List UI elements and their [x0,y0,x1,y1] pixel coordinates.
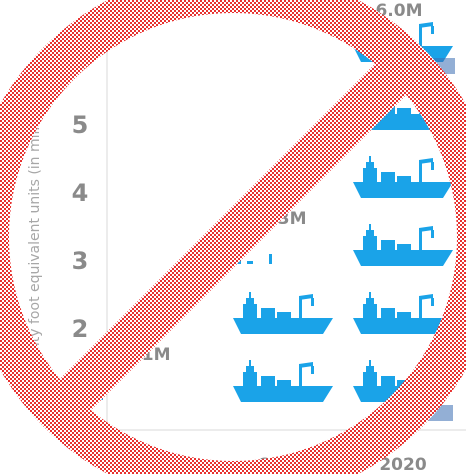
ship-mark [353,156,453,198]
y-tick-label: 3 [72,247,89,275]
y-tick-label: 2 [72,315,89,343]
ship-mark [353,292,453,334]
y-tick-label: 4 [72,179,89,207]
y-axis-label: Twenty foot equivalent units (in million… [27,93,43,379]
ship-mark [353,224,453,266]
data-label: 6.0M [375,1,422,21]
ship-mark [233,292,333,334]
x-tick-label: 2020 [379,455,426,474]
y-tick-label: 5 [72,111,89,139]
ship-mark [233,360,333,402]
